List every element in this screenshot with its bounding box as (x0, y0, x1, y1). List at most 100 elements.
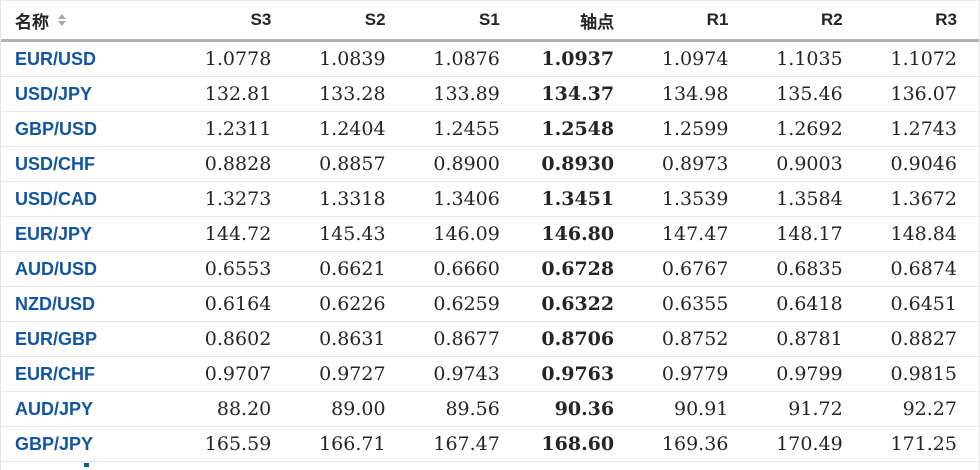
table-row: AUD/JPY 88.20 89.00 89.56 90.36 90.91 91.72 92… (1, 392, 979, 427)
currency-pair-link[interactable]: GBP/JPY (15, 433, 94, 454)
value-cell-r2: 135.46 (776, 83, 843, 105)
column-header-r3[interactable]: R3 (857, 1, 979, 39)
value-cell-pivot: 1.0937 (541, 48, 615, 70)
value-cell-pivot: 90.36 (554, 398, 615, 420)
value-cell-pivot: 0.6728 (541, 258, 615, 280)
value-cell-s3: 165.59 (204, 433, 272, 455)
name-cell: USD/CAD (1, 182, 171, 216)
table-row: EUR/GBP 0.8602 0.8631 0.8677 0.8706 0.8752 0.… (1, 322, 979, 357)
currency-pair-link[interactable]: AUD/JPY (15, 398, 94, 419)
value-cell-s2: 166.71 (319, 433, 386, 455)
table-row: GBP/USD 1.2311 1.2404 1.2455 1.2548 1.2599 1.… (1, 112, 979, 147)
header-row: 名称 S3 S2 S1 轴点 R1 R2 R3 (1, 1, 979, 42)
value-cell-s3: 132.81 (204, 83, 272, 105)
column-header-r1[interactable]: R1 (628, 1, 742, 39)
table-row: EUR/USD 1.0778 1.0839 1.0876 1.0937 1.0974 1.… (1, 42, 979, 77)
value-cell-r3: 0.9046 (890, 153, 957, 175)
table-row: EUR/JPY 144.72 145.43 146.09 146.80 147.47 14… (1, 217, 979, 252)
value-cell-r3: 148.84 (890, 223, 957, 245)
value-cell-s2: 0.8857 (319, 153, 386, 175)
currency-pair-link[interactable]: EUR/GBP (15, 328, 98, 349)
name-cell: NZD/USD (1, 287, 171, 321)
value-cell-pivot: 0.8930 (541, 153, 615, 175)
value-cell-r3: 0.6451 (890, 293, 957, 315)
table-row: AUD/USD 0.6553 0.6621 0.6660 0.6728 0.6767 0.… (1, 252, 979, 287)
currency-pair-link[interactable]: USD/JPY (15, 83, 93, 104)
value-cell-s3: 0.8602 (204, 328, 272, 350)
value-cell-r2: 1.2692 (776, 118, 843, 140)
name-cell: USD/JPY (1, 77, 171, 111)
column-header-name[interactable]: 名称 (1, 1, 171, 39)
column-header-s1[interactable]: S1 (400, 1, 514, 39)
value-cell-s1: 0.6259 (433, 293, 500, 315)
value-cell-pivot: 168.60 (541, 433, 615, 455)
value-cell-s1: 1.2455 (433, 118, 500, 140)
table-body: EUR/USD 1.0778 1.0839 1.0876 1.0937 1.0974 1.… (1, 42, 979, 462)
column-header-r2[interactable]: R2 (742, 1, 856, 39)
currency-pair-link[interactable]: USD/CHF (15, 153, 95, 174)
value-cell-s3: 0.6553 (204, 258, 272, 280)
column-header-s2[interactable]: S2 (285, 1, 399, 39)
value-cell-r3: 1.1072 (890, 48, 957, 70)
value-cell-r2: 91.72 (788, 398, 843, 420)
value-cell-r2: 0.6835 (776, 258, 843, 280)
value-cell-s1: 0.8900 (433, 153, 500, 175)
value-cell-r2: 0.9799 (776, 363, 843, 385)
value-cell-s3: 1.3273 (204, 188, 272, 210)
value-cell-s2: 0.9727 (319, 363, 386, 385)
name-cell: EUR/CHF (1, 357, 171, 391)
value-cell-r3: 0.8827 (890, 328, 957, 350)
value-cell-r3: 171.25 (890, 433, 957, 455)
value-cell-s2: 0.8631 (319, 328, 386, 350)
value-cell-r1: 0.6355 (661, 293, 729, 315)
currency-pair-link[interactable]: EUR/USD (15, 48, 97, 69)
value-cell-pivot: 1.2548 (541, 118, 615, 140)
name-cell: EUR/JPY (1, 217, 171, 251)
sort-arrows-icon (58, 14, 66, 26)
name-cell: EUR/USD (1, 42, 171, 76)
currency-pair-link[interactable]: EUR/CHF (15, 363, 95, 384)
value-cell-s1: 1.0876 (433, 48, 500, 70)
currency-pair-link[interactable]: USD/CAD (15, 188, 98, 209)
value-cell-pivot: 134.37 (541, 83, 615, 105)
currency-pair-link[interactable]: GBP/USD (15, 118, 98, 139)
value-cell-pivot: 0.8706 (541, 328, 615, 350)
value-cell-r1: 1.0974 (661, 48, 729, 70)
value-cell-s1: 0.9743 (433, 363, 500, 385)
column-header-pivot[interactable]: 轴点 (514, 1, 628, 39)
value-cell-s1: 146.09 (433, 223, 500, 245)
value-cell-s1: 0.6660 (433, 258, 500, 280)
value-cell-r1: 0.9779 (661, 363, 729, 385)
value-cell-s3: 0.9707 (204, 363, 272, 385)
currency-pair-link[interactable]: NZD/USD (15, 293, 95, 314)
value-cell-s2: 1.3318 (319, 188, 386, 210)
value-cell-s1: 167.47 (433, 433, 500, 455)
value-cell-s3: 0.6164 (204, 293, 272, 315)
table-row: GBP/JPY 165.59 166.71 167.47 168.60 169.36 17… (1, 427, 979, 462)
value-cell-pivot: 1.3451 (541, 188, 615, 210)
value-cell-pivot: 0.9763 (541, 363, 615, 385)
value-cell-s3: 144.72 (204, 223, 272, 245)
value-cell-r2: 0.9003 (776, 153, 843, 175)
value-cell-r1: 1.2599 (661, 118, 729, 140)
value-cell-s2: 1.2404 (319, 118, 386, 140)
sort-up-icon (58, 14, 66, 19)
value-cell-s2: 0.6621 (319, 258, 386, 280)
column-header-label: 名称 (15, 12, 49, 32)
value-cell-r1: 0.8752 (661, 328, 729, 350)
value-cell-r1: 0.6767 (661, 258, 729, 280)
value-cell-s2: 89.00 (331, 398, 386, 420)
currency-pair-link[interactable]: AUD/USD (15, 258, 98, 279)
value-cell-r2: 1.3584 (776, 188, 843, 210)
next-row-text-sliver (84, 463, 89, 467)
column-header-label: R3 (935, 10, 957, 29)
name-cell: GBP/JPY (1, 427, 171, 461)
table-row: USD/CHF 0.8828 0.8857 0.8900 0.8930 0.8973 0.… (1, 147, 979, 182)
value-cell-r1: 169.36 (661, 433, 729, 455)
name-cell: EUR/GBP (1, 322, 171, 356)
table-row: EUR/CHF 0.9707 0.9727 0.9743 0.9763 0.9779 0.… (1, 357, 979, 392)
value-cell-r1: 1.3539 (661, 188, 729, 210)
currency-pair-link[interactable]: EUR/JPY (15, 223, 93, 244)
column-header-s3[interactable]: S3 (171, 1, 285, 39)
